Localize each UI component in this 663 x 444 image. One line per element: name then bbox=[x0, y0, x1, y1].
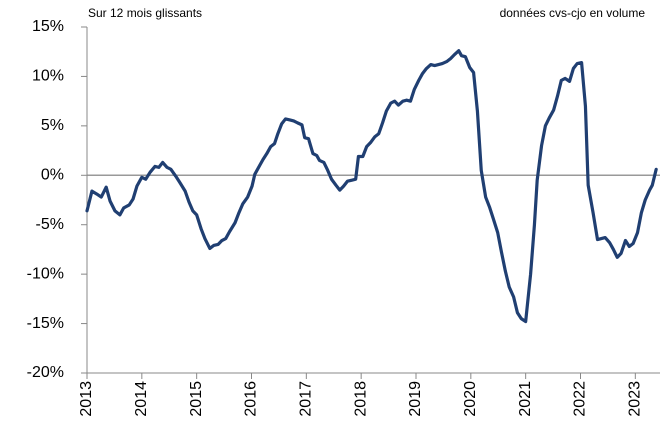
line-series bbox=[85, 49, 658, 324]
y-tick-label: -20% bbox=[27, 364, 64, 381]
x-tick-label: 2017 bbox=[298, 381, 315, 417]
x-tick-label: 2013 bbox=[78, 381, 95, 417]
x-tick-label: 2020 bbox=[462, 381, 479, 417]
annotation: Sur 12 mois glissants bbox=[88, 6, 202, 20]
y-tick-label: 0% bbox=[41, 167, 64, 184]
y-tick-label: 5% bbox=[41, 117, 64, 134]
x-tick-label: 2016 bbox=[243, 381, 260, 417]
y-tick-label: 15% bbox=[32, 18, 64, 35]
y-tick-label: 10% bbox=[32, 68, 64, 85]
x-tick-label: 2018 bbox=[352, 381, 369, 417]
y-tick-label: -15% bbox=[27, 315, 64, 332]
x-tick-label: 2023 bbox=[627, 381, 644, 417]
annotation: données cvs-cjo en volume bbox=[500, 6, 646, 20]
x-tick-label: 2022 bbox=[572, 381, 589, 417]
x-tick-label: 2019 bbox=[407, 381, 424, 417]
x-tick-label: 2014 bbox=[133, 381, 150, 417]
x-tick-label: 2015 bbox=[188, 381, 205, 417]
y-tick-label: -5% bbox=[36, 216, 64, 233]
x-tick-label: 2021 bbox=[517, 381, 534, 417]
y-tick-label: -10% bbox=[27, 265, 64, 282]
